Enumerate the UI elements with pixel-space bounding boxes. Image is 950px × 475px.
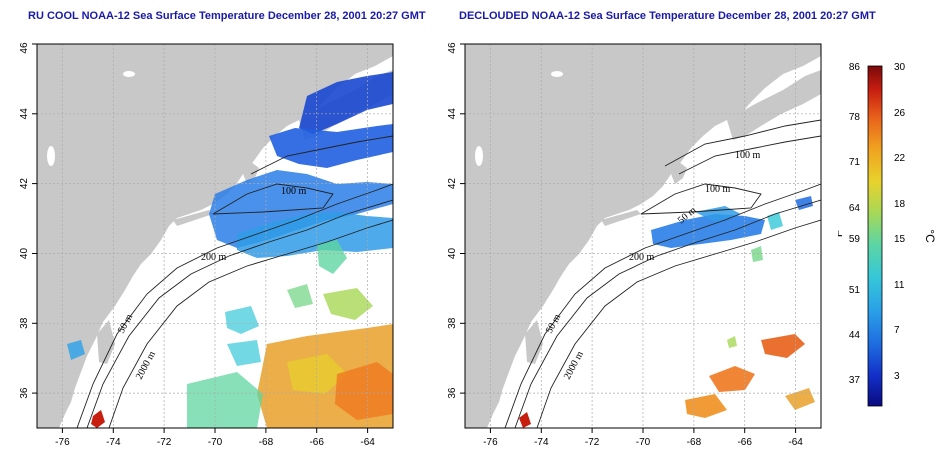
- colorbar: 86 78 71 64 59 51 44 37 30 26 22 18 15 1…: [831, 60, 950, 412]
- celsius-tick-label: 11: [894, 280, 905, 291]
- celsius-tick-label: 22: [894, 153, 906, 164]
- fahrenheit-tick-label: 37: [849, 375, 861, 386]
- bathymetry-contours: [76, 135, 393, 428]
- lat-tick-label: 36: [447, 387, 458, 399]
- right-map: 100 m 100 m 50 m 200 m 50 m 2000 m -76 -…: [447, 42, 822, 448]
- right-map-svg: 100 m 100 m 50 m 200 m 50 m 2000 m -76 -…: [447, 42, 822, 448]
- lon-tick-label: -68: [259, 437, 274, 448]
- land-long-island: [601, 210, 641, 226]
- land-cape-cod: [671, 162, 687, 184]
- fahrenheit-tick-label: 71: [849, 157, 861, 168]
- celsius-tick-label: 7: [894, 325, 900, 336]
- lat-lon-grid: [37, 44, 393, 428]
- fahrenheit-tick-label: 44: [849, 330, 861, 341]
- fahrenheit-unit-label: °F: [838, 230, 845, 242]
- sst-data-overlay: [519, 196, 815, 428]
- contour-label-200m: 200 m: [629, 252, 655, 263]
- land-nova-scotia: [727, 70, 821, 140]
- y-axis: 36 38 40 42 44 46: [447, 42, 465, 399]
- lat-tick-label: 46: [19, 42, 30, 54]
- celsius-tick-label: 30: [894, 62, 906, 73]
- lake: [123, 71, 135, 77]
- lon-tick-label: -66: [737, 437, 752, 448]
- lon-tick-label: -76: [55, 437, 70, 448]
- x-axis: -76 -74 -72 -70 -68 -66 -64: [483, 428, 803, 448]
- lat-lon-grid: [465, 44, 821, 428]
- sst-data-overlay: [67, 72, 393, 428]
- lake: [47, 146, 55, 166]
- contour-label-100m: 100 m: [705, 184, 731, 195]
- lon-tick-label: -74: [534, 437, 549, 448]
- land-long-island: [173, 210, 213, 226]
- lon-tick-label: -68: [687, 437, 702, 448]
- lat-tick-label: 44: [19, 108, 30, 120]
- lat-tick-label: 42: [19, 178, 30, 190]
- y-axis: 36 38 40 42 44 46: [19, 42, 37, 399]
- lon-tick-label: -64: [360, 437, 375, 448]
- celsius-unit-label: °C: [923, 229, 937, 243]
- lon-tick-label: -72: [585, 437, 600, 448]
- colorbar-svg: 86 78 71 64 59 51 44 37 30 26 22 18 15 1…: [831, 62, 937, 407]
- left-map: 100 m 200 m 50 m 2000 m -76 -74 -72 -70 …: [19, 42, 394, 448]
- celsius-tick-label: 15: [894, 234, 906, 245]
- fahrenheit-tick-label: 86: [849, 62, 861, 73]
- lon-tick-label: -64: [788, 437, 803, 448]
- land-mass: [37, 44, 393, 428]
- land-cape-cod: [243, 162, 259, 184]
- lat-tick-label: 40: [19, 248, 30, 260]
- x-axis: -76 -74 -72 -70 -68 -66 -64: [55, 428, 375, 448]
- lat-tick-label: 38: [447, 317, 458, 329]
- land-delmarva: [97, 320, 115, 364]
- right-map-title: DECLOUDED NOAA-12 Sea Surface Temperatur…: [459, 10, 876, 22]
- lon-tick-label: -74: [106, 437, 121, 448]
- contour-label-100m: 100 m: [735, 150, 761, 161]
- lon-tick-label: -76: [483, 437, 498, 448]
- lon-tick-label: -72: [157, 437, 172, 448]
- land-mass: [465, 44, 821, 428]
- left-map-svg: 100 m 200 m 50 m 2000 m -76 -74 -72 -70 …: [19, 42, 394, 448]
- fahrenheit-tick-label: 51: [849, 285, 861, 296]
- lat-tick-label: 42: [447, 178, 458, 190]
- lon-tick-label: -70: [208, 437, 223, 448]
- lon-tick-label: -70: [636, 437, 651, 448]
- bathymetry-contours: [504, 119, 821, 428]
- celsius-tick-label: 18: [894, 199, 906, 210]
- contour-label-100m: 100 m: [281, 186, 307, 197]
- celsius-tick-label: 26: [894, 108, 906, 119]
- lake: [551, 71, 563, 77]
- lat-tick-label: 46: [447, 42, 458, 54]
- lat-tick-label: 38: [19, 317, 30, 329]
- fahrenheit-tick-label: 78: [849, 112, 861, 123]
- lat-tick-label: 36: [19, 387, 30, 399]
- lon-tick-label: -66: [309, 437, 324, 448]
- lake: [475, 146, 483, 166]
- colorbar-gradient: [867, 65, 883, 407]
- left-map-title: RU COOL NOAA-12 Sea Surface Temperature …: [28, 10, 426, 22]
- fahrenheit-tick-label: 64: [849, 203, 861, 214]
- lat-tick-label: 44: [447, 108, 458, 120]
- fahrenheit-tick-label: 59: [849, 234, 861, 245]
- celsius-tick-label: 3: [894, 371, 900, 382]
- contour-label-200m: 200 m: [201, 252, 227, 263]
- lat-tick-label: 40: [447, 248, 458, 260]
- land-delmarva: [525, 320, 543, 364]
